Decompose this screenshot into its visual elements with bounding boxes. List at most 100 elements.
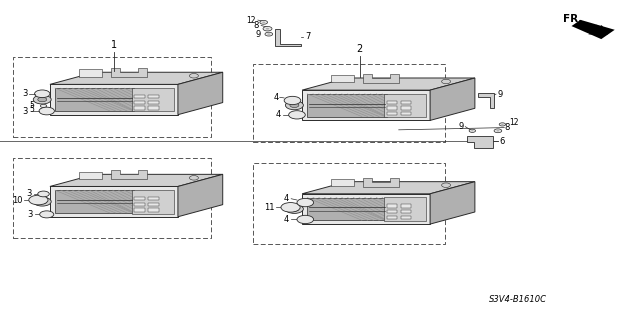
Bar bbox=[148, 101, 159, 104]
Circle shape bbox=[40, 108, 47, 111]
Circle shape bbox=[38, 191, 49, 197]
Polygon shape bbox=[302, 78, 475, 90]
Circle shape bbox=[471, 130, 474, 131]
Text: 5: 5 bbox=[29, 101, 34, 110]
Circle shape bbox=[289, 111, 305, 119]
Circle shape bbox=[33, 197, 51, 206]
Text: 8: 8 bbox=[254, 21, 259, 30]
Bar bbox=[331, 179, 354, 186]
Polygon shape bbox=[50, 186, 178, 217]
Polygon shape bbox=[363, 178, 399, 187]
Text: 10: 10 bbox=[12, 196, 22, 204]
Bar bbox=[148, 197, 159, 200]
Bar bbox=[134, 197, 145, 200]
Polygon shape bbox=[467, 136, 493, 148]
Text: 3: 3 bbox=[28, 210, 33, 219]
Bar bbox=[401, 100, 411, 104]
Bar bbox=[148, 107, 159, 110]
Bar bbox=[387, 107, 397, 109]
Bar bbox=[387, 100, 397, 104]
Circle shape bbox=[266, 28, 269, 30]
Circle shape bbox=[281, 203, 300, 212]
Circle shape bbox=[263, 26, 272, 31]
Text: 5: 5 bbox=[29, 105, 34, 114]
Bar bbox=[134, 107, 145, 110]
Circle shape bbox=[38, 199, 47, 204]
Bar bbox=[134, 203, 145, 206]
Text: 9: 9 bbox=[459, 122, 464, 130]
Text: 3: 3 bbox=[27, 189, 32, 198]
Bar bbox=[307, 197, 387, 220]
Text: 12: 12 bbox=[509, 118, 518, 127]
Bar bbox=[401, 112, 411, 115]
Text: 4: 4 bbox=[284, 215, 289, 224]
Circle shape bbox=[501, 124, 504, 125]
Text: 4: 4 bbox=[276, 110, 281, 119]
Bar bbox=[148, 203, 159, 206]
Bar bbox=[148, 209, 159, 212]
Polygon shape bbox=[572, 20, 615, 39]
Bar bbox=[401, 204, 411, 208]
Bar bbox=[384, 93, 426, 117]
Circle shape bbox=[442, 183, 451, 188]
Bar bbox=[401, 210, 411, 213]
Circle shape bbox=[189, 175, 198, 180]
Text: 11: 11 bbox=[264, 203, 275, 212]
Polygon shape bbox=[302, 90, 430, 120]
Polygon shape bbox=[302, 182, 475, 194]
Polygon shape bbox=[588, 25, 608, 34]
Bar bbox=[401, 107, 411, 109]
Bar bbox=[134, 95, 145, 98]
Polygon shape bbox=[50, 85, 178, 115]
Circle shape bbox=[40, 211, 54, 218]
Bar bbox=[134, 209, 145, 212]
Circle shape bbox=[189, 73, 198, 78]
Text: 2: 2 bbox=[356, 44, 363, 54]
Circle shape bbox=[499, 123, 506, 126]
Text: 4: 4 bbox=[284, 194, 289, 203]
Bar bbox=[401, 216, 411, 219]
Polygon shape bbox=[111, 170, 147, 179]
Polygon shape bbox=[363, 74, 399, 83]
Circle shape bbox=[260, 20, 268, 24]
Bar bbox=[132, 88, 174, 112]
Bar bbox=[387, 210, 397, 213]
Text: 9: 9 bbox=[256, 30, 261, 39]
Text: 7: 7 bbox=[305, 32, 310, 41]
Polygon shape bbox=[178, 174, 223, 217]
Text: S3V4-B1610C: S3V4-B1610C bbox=[490, 295, 547, 304]
Circle shape bbox=[285, 101, 303, 110]
Circle shape bbox=[297, 215, 314, 224]
Bar bbox=[55, 190, 134, 213]
Polygon shape bbox=[178, 72, 223, 115]
Polygon shape bbox=[275, 29, 301, 46]
Circle shape bbox=[290, 207, 299, 211]
Circle shape bbox=[38, 97, 47, 102]
Polygon shape bbox=[430, 78, 475, 120]
Circle shape bbox=[265, 32, 273, 36]
Circle shape bbox=[469, 129, 476, 132]
Bar bbox=[387, 204, 397, 208]
Bar bbox=[387, 112, 397, 115]
Circle shape bbox=[29, 195, 48, 205]
Circle shape bbox=[497, 130, 499, 131]
Text: 8: 8 bbox=[504, 123, 509, 132]
Bar bbox=[148, 95, 159, 98]
Text: 4: 4 bbox=[273, 93, 278, 102]
Text: 3: 3 bbox=[22, 107, 28, 115]
Bar bbox=[79, 70, 102, 77]
Circle shape bbox=[442, 79, 451, 84]
Text: 1: 1 bbox=[111, 40, 117, 50]
Circle shape bbox=[40, 104, 47, 108]
Bar bbox=[132, 190, 174, 214]
Circle shape bbox=[494, 129, 502, 133]
Polygon shape bbox=[50, 174, 223, 186]
Bar bbox=[387, 216, 397, 219]
Polygon shape bbox=[111, 68, 147, 78]
Text: 6: 6 bbox=[499, 137, 504, 146]
Circle shape bbox=[262, 22, 265, 23]
Polygon shape bbox=[302, 194, 430, 224]
Polygon shape bbox=[50, 72, 223, 85]
Bar bbox=[79, 172, 102, 179]
Text: FR.: FR. bbox=[563, 13, 582, 24]
